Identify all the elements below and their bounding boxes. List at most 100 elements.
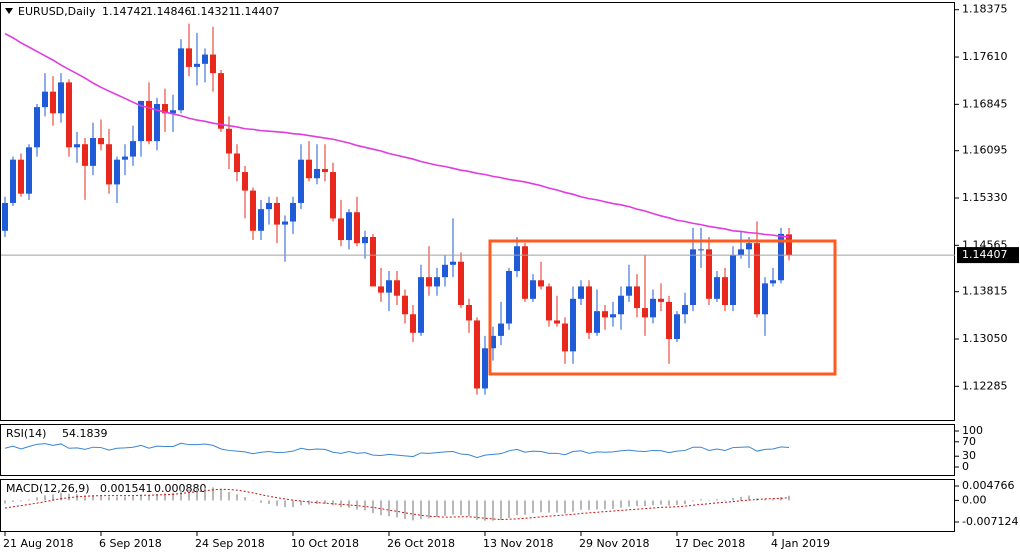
macd-bar: [588, 500, 590, 511]
candle-body: [194, 63, 200, 67]
candle-body: [418, 277, 424, 333]
symbol-title: EURUSD,Daily: [18, 5, 96, 18]
y-tick-label: 30: [962, 449, 976, 462]
candle-body: [138, 100, 144, 142]
macd-bar: [220, 489, 222, 501]
x-tick-label: 26 Oct 2018: [387, 537, 455, 550]
macd-bar: [100, 495, 102, 501]
candle-body: [58, 82, 64, 114]
macd-bar: [636, 500, 638, 507]
macd-panel: [0, 479, 955, 532]
x-tick-label: 21 Aug 2018: [3, 537, 73, 550]
candle-body: [658, 298, 664, 302]
candle-body: [218, 73, 224, 129]
macd-bar: [156, 494, 158, 501]
candle-body: [370, 236, 376, 287]
x-tick-label: 13 Nov 2018: [483, 537, 553, 550]
candle-body: [258, 209, 264, 231]
macd-bar: [420, 500, 422, 520]
rsi-panel: [0, 424, 955, 476]
macd-bar: [60, 492, 62, 501]
candle-body: [594, 311, 600, 333]
macd-bar: [540, 500, 542, 513]
macd-bar: [4, 500, 6, 504]
macd-bar: [324, 500, 326, 504]
open-value: 1.14742: [102, 5, 148, 18]
macd-bar: [652, 500, 654, 506]
macd-bar: [12, 500, 14, 502]
candle-body: [338, 218, 344, 241]
macd-bar: [708, 499, 710, 501]
x-tick-label: 10 Oct 2018: [291, 537, 359, 550]
macd-bar: [332, 500, 334, 506]
macd-bar: [188, 489, 190, 501]
candle-body: [778, 233, 784, 281]
range-box: [488, 239, 837, 376]
candle-body: [114, 159, 120, 185]
macd-bar: [124, 496, 126, 501]
candle-body: [666, 301, 672, 339]
candle-body: [210, 54, 216, 74]
y-tick-label: 1.13815: [962, 285, 1008, 298]
y-tick-label: 1.13050: [962, 332, 1008, 345]
macd-bar: [500, 500, 502, 521]
macd-bar: [108, 496, 110, 501]
candle-body: [314, 168, 320, 179]
macd-bar: [84, 495, 86, 501]
x-tick-label: 29 Nov 2018: [579, 537, 649, 550]
candle-body: [730, 255, 736, 305]
macd-bar: [516, 500, 518, 516]
macd-bar: [196, 488, 198, 501]
macd-bar: [412, 500, 414, 521]
candle-body: [626, 286, 632, 296]
candle-body: [146, 100, 152, 142]
x-tick-label: 17 Dec 2018: [675, 537, 745, 550]
candle-body: [522, 246, 528, 299]
macd-bar: [268, 500, 270, 505]
macd-bar: [740, 496, 742, 501]
macd-bar: [388, 500, 390, 517]
x-tick-label: 24 Sep 2018: [195, 537, 265, 550]
rsi-line: [4, 442, 790, 459]
candle-body: [610, 314, 616, 318]
macd-bar: [676, 500, 678, 505]
y-tick-label: 70: [962, 435, 976, 448]
macd-bar: [244, 497, 246, 501]
candle-body: [722, 277, 728, 305]
candle-body: [386, 280, 392, 293]
macd-bar: [724, 499, 726, 501]
candle-body: [498, 323, 504, 336]
candle-body: [10, 159, 16, 203]
macd-bar: [212, 487, 214, 501]
candle-body: [122, 156, 128, 160]
candle-body: [458, 261, 464, 305]
candle-body: [2, 202, 8, 231]
macd-bar: [164, 493, 166, 501]
candle-body: [570, 298, 576, 352]
candle-body: [442, 264, 448, 278]
macd-bar: [292, 500, 294, 508]
macd-bar: [772, 499, 774, 501]
macd-title: MACD(12,26,9): [6, 482, 90, 495]
macd-bar: [132, 496, 134, 501]
candle-body: [394, 280, 400, 296]
high-value: 1.14846: [146, 5, 192, 18]
candle-body: [130, 141, 136, 157]
y-tick-label: 0: [962, 460, 969, 473]
macd-bar: [316, 500, 318, 505]
macd-bar: [444, 500, 446, 516]
candle-body: [346, 212, 352, 241]
candle-body: [490, 335, 496, 349]
macd-bar: [68, 493, 70, 501]
candle-body: [74, 144, 80, 148]
macd-bar: [484, 500, 486, 521]
macd-bar: [148, 495, 150, 501]
rsi-value: 54.1839: [62, 427, 108, 440]
current-price-label: 1.14407: [962, 248, 1008, 261]
candle-body: [82, 144, 88, 166]
candle-body: [378, 286, 384, 293]
y-tick-label: 1.16095: [962, 144, 1008, 157]
candle-body: [642, 308, 648, 318]
candle-body: [546, 286, 552, 321]
candle-body: [402, 295, 408, 315]
